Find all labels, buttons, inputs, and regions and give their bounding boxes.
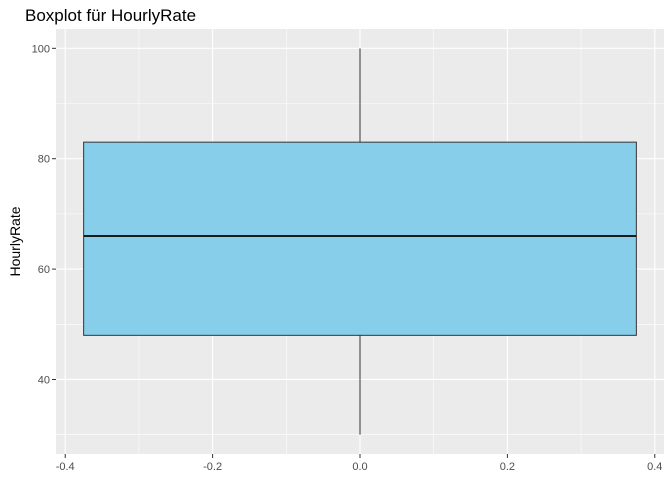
y-axis-ticks: 40 60 80 100 [32,43,56,386]
x-tick-label: 0.0 [352,461,367,473]
y-axis-title: HourlyRate [7,206,23,276]
box-layer [83,48,637,435]
x-tick-label: 0.2 [500,461,515,473]
x-axis-ticks: -0.4 -0.2 0.0 0.2 0.4 [56,454,662,473]
chart-title: Boxplot für HourlyRate [25,6,197,25]
x-tick-label: -0.2 [203,461,222,473]
y-tick-label: 40 [38,374,50,386]
iqr-box [83,141,637,336]
x-tick-label: 0.4 [647,461,662,473]
x-tick-label: -0.4 [56,461,75,473]
y-tick-label: 60 [38,264,50,276]
y-tick-label: 100 [32,43,50,55]
y-tick-label: 80 [38,154,50,166]
